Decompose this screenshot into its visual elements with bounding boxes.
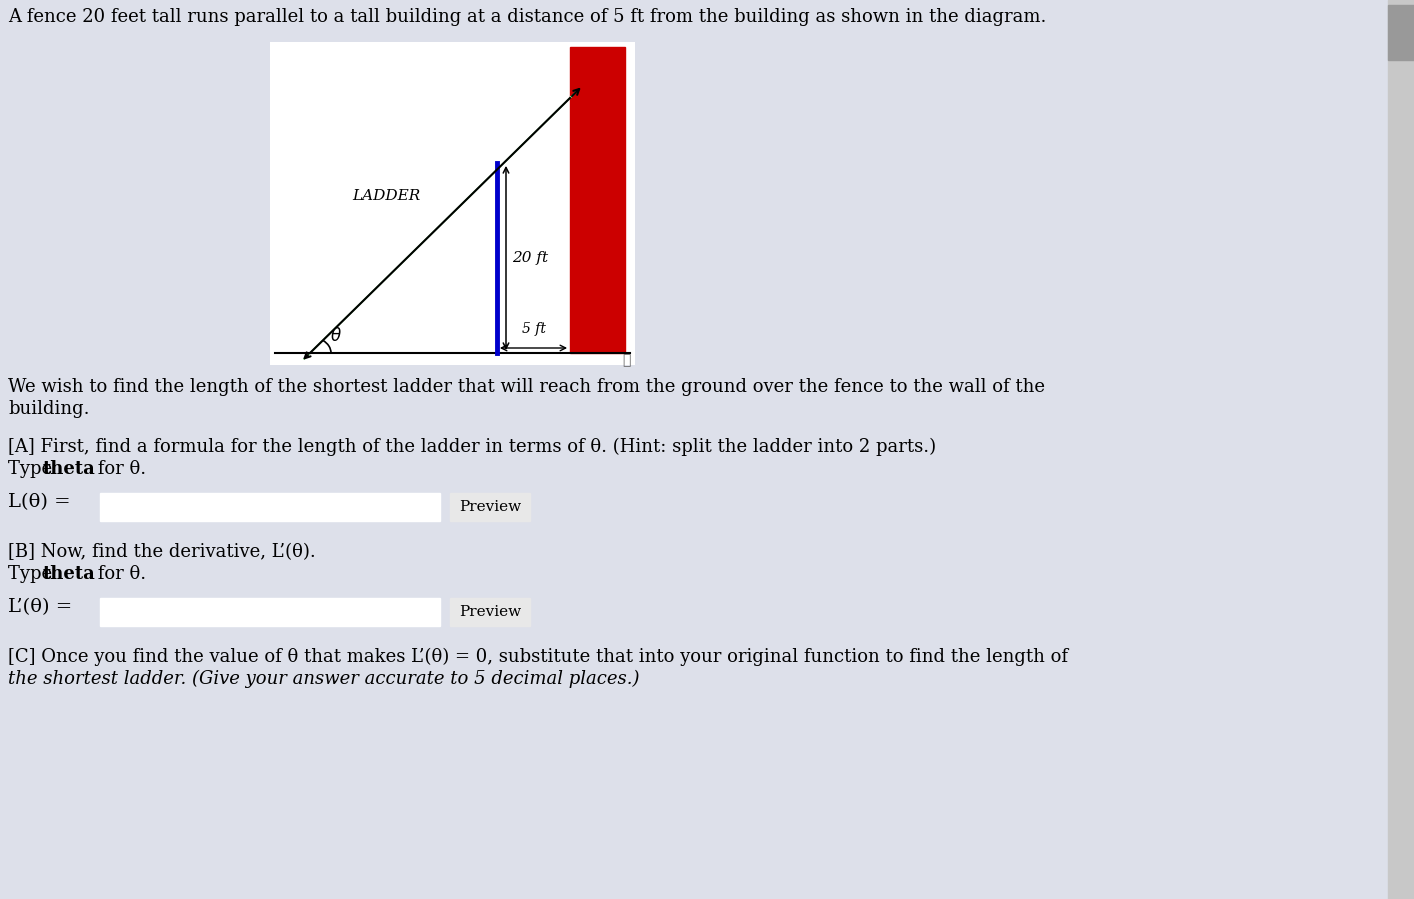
Polygon shape bbox=[304, 92, 577, 360]
Text: Type: Type bbox=[8, 460, 58, 478]
Bar bbox=[100, 493, 440, 521]
Text: 20 ft: 20 ft bbox=[512, 251, 549, 265]
Bar bbox=[100, 598, 440, 626]
Bar bbox=[450, 493, 530, 521]
Text: Type: Type bbox=[8, 565, 58, 583]
Bar bbox=[270, 42, 635, 365]
Text: for θ.: for θ. bbox=[92, 565, 146, 583]
Text: $\theta$: $\theta$ bbox=[329, 327, 342, 345]
Text: [C] Once you find the value of θ that makes L’(θ) = 0, substitute that into your: [C] Once you find the value of θ that ma… bbox=[8, 648, 1068, 666]
Text: Preview: Preview bbox=[460, 605, 522, 619]
Text: [B] Now, find the derivative, L’(θ).: [B] Now, find the derivative, L’(θ). bbox=[8, 543, 315, 561]
Text: building.: building. bbox=[8, 400, 89, 418]
Text: L’(θ) =: L’(θ) = bbox=[8, 598, 72, 616]
Bar bbox=[1389, 0, 1414, 899]
Text: LADDER: LADDER bbox=[352, 190, 420, 203]
Bar bbox=[450, 598, 530, 626]
Text: 5 ft: 5 ft bbox=[522, 322, 546, 336]
Text: theta: theta bbox=[42, 565, 96, 583]
Bar bbox=[1389, 5, 1414, 60]
Text: theta: theta bbox=[42, 460, 96, 478]
Text: We wish to find the length of the shortest ladder that will reach from the groun: We wish to find the length of the shorte… bbox=[8, 378, 1045, 396]
Text: the shortest ladder. (Give your answer accurate to 5 decimal places.): the shortest ladder. (Give your answer a… bbox=[8, 670, 639, 689]
Text: 🔍: 🔍 bbox=[622, 353, 631, 367]
Text: L(θ) =: L(θ) = bbox=[8, 493, 71, 511]
Text: [A] First, find a formula for the length of the ladder in terms of θ. (​Hint: sp: [A] First, find a formula for the length… bbox=[8, 438, 936, 457]
Bar bbox=[570, 47, 625, 353]
Text: A fence 20 feet tall runs parallel to a tall building at a distance of 5 ft from: A fence 20 feet tall runs parallel to a … bbox=[8, 8, 1046, 26]
Text: for θ.: for θ. bbox=[92, 460, 146, 478]
Text: Preview: Preview bbox=[460, 500, 522, 514]
